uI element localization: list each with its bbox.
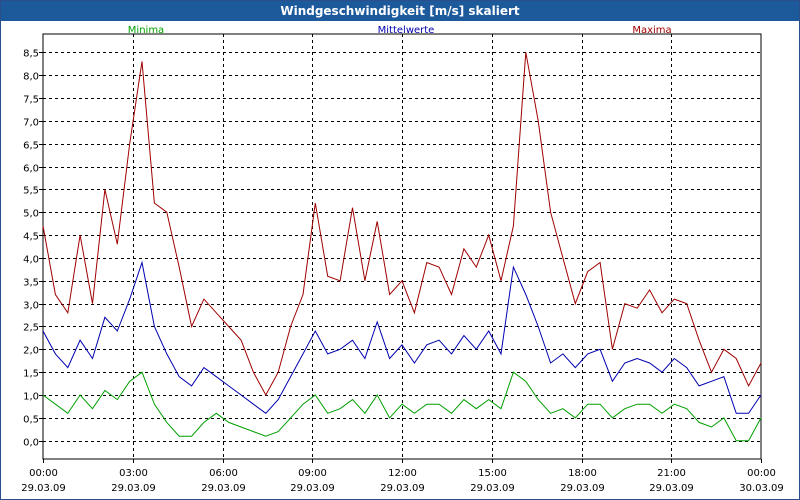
series-lines [42,52,762,442]
x-tick-date: 29.03.09 [21,483,66,494]
y-tick-label: 7,5 [23,95,39,106]
chart-canvas: 0,0 0,5 1,0 1,5 2,0 2,5 3,0 3,5 4,0 4,5 5,0 5,5 6,0 6… [21,25,784,494]
x-tick-date: 29.03.09 [560,483,605,494]
x-tick-date: 29.03.09 [649,483,694,494]
y-tick-label: 6,0 [23,164,39,175]
y-tick-label: 0,0 [23,438,39,449]
y-tick-label: 8,0 [23,72,39,83]
x-tick-date: 30.03.09 [739,483,784,494]
grid [39,33,762,463]
chart-title: Windgeschwindigkeit [m/s] skaliert [1,1,799,21]
y-tick-label: 5,0 [23,209,39,220]
y-tick-label: 5,5 [23,186,39,197]
x-tick-time: 15:00 [478,468,507,479]
x-tick-time: 18:00 [568,468,597,479]
x-tick-time: 21:00 [657,468,686,479]
x-tick-time: 00:00 [29,468,58,479]
x-tick-time: 00:00 [747,468,776,479]
y-tick-label: 8,5 [23,49,39,60]
x-tick-date: 29.03.09 [290,483,335,494]
legend-minima: Minima [128,25,164,36]
x-tick-date: 29.03.09 [201,483,246,494]
x-tick-date: 29.03.09 [380,483,425,494]
x-tick-date: 29.03.09 [470,483,515,494]
y-tick-label: 4,0 [23,255,39,266]
x-tick-time: 09:00 [298,468,327,479]
y-tick-label: 3,0 [23,301,39,312]
y-tick-label: 7,0 [23,118,39,129]
y-tick-label: 6,5 [23,141,39,152]
minima-line [42,371,762,442]
y-tick-label: 4,5 [23,232,39,243]
x-tick-date: 29.03.09 [111,483,156,494]
y-tick-label: 1,0 [23,392,39,403]
x-axis-ticks: 00:00 29.03.09 03:00 29.03.09 06:00 29.03.09 0… [21,468,784,494]
x-tick-time: 06:00 [209,468,238,479]
x-tick-time: 03:00 [119,468,148,479]
y-axis-ticks: 0,0 0,5 1,0 1,5 2,0 2,5 3,0 3,5 4,0 4,5 5,0 5,5 6,0 6… [23,49,39,449]
mittelwerte-line [42,260,762,414]
y-tick-label: 2,5 [23,323,39,334]
y-tick-label: 0,5 [23,415,39,426]
legend-maxima: Maxima [632,25,671,36]
legend-mittelwerte: Mittelwerte [378,25,435,36]
x-tick-time: 12:00 [388,468,417,479]
y-tick-label: 1,5 [23,369,39,380]
y-tick-label: 3,5 [23,278,39,289]
y-tick-label: 2,0 [23,346,39,357]
maxima-line [42,52,762,397]
legend: Minima Mittelwerte Maxima [128,25,672,36]
